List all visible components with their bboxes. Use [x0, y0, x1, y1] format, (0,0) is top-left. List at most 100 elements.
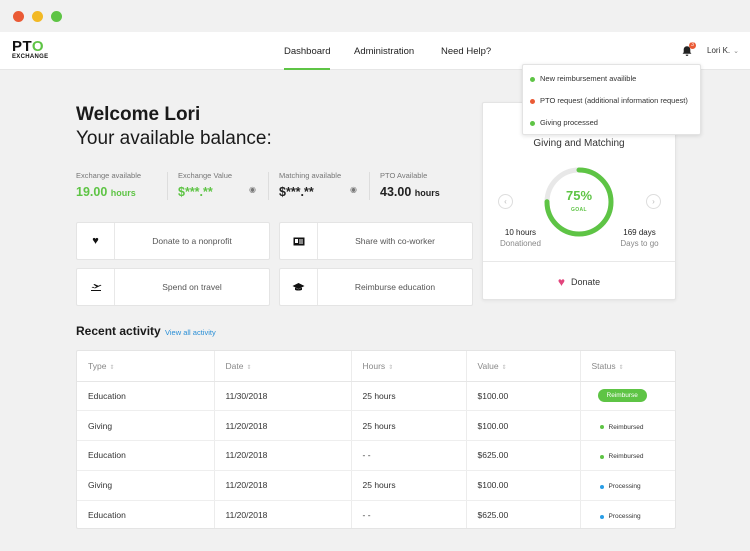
- reimburse-button[interactable]: Reimburse: [597, 389, 647, 403]
- notification-item[interactable]: New reimbursement availible: [530, 74, 636, 83]
- table-row[interactable]: Education 11/30/2018 25 hours $100.00 Re…: [77, 381, 675, 412]
- view-all-activity-link[interactable]: View all activity: [165, 328, 216, 337]
- table-row[interactable]: Education 11/20/2018 - - $625.00 Reimbur…: [77, 440, 675, 471]
- cell-hours: 25 hours: [351, 410, 467, 442]
- chevron-left-icon[interactable]: ‹: [498, 194, 513, 209]
- column-header-date[interactable]: Date ⇕: [214, 351, 352, 382]
- stat-label: Exchange Value: [178, 171, 233, 180]
- table-row[interactable]: Education 11/20/2018 - - $625.00 Process…: [77, 500, 675, 528]
- graduation-cap-icon: [280, 269, 318, 305]
- notification-item[interactable]: PTO request (additional information requ…: [530, 96, 688, 105]
- cell-hours: - -: [351, 500, 467, 528]
- giving-matching-card: Giving and Matching ‹ › 75% GOAL 10 hour…: [482, 102, 676, 300]
- stat-matching-available: Matching available $***.**: [279, 171, 341, 199]
- hours-donated-label: Donationed: [500, 239, 541, 248]
- cell-value: $100.00: [466, 381, 581, 412]
- status-dot: [599, 454, 604, 459]
- stat-label: Matching available: [279, 171, 342, 180]
- heart-icon: ♥: [77, 223, 115, 259]
- minimize-window-button[interactable]: [32, 11, 43, 22]
- goal-progress-ring: 75% GOAL: [543, 166, 615, 243]
- heart-icon: ♥: [557, 274, 566, 289]
- status-badge: Processing: [599, 513, 641, 520]
- hours-donated-value: 10 hours: [504, 228, 537, 237]
- stat-value: 19.00 hours: [76, 185, 136, 199]
- nav-administration[interactable]: Administration: [354, 46, 415, 57]
- donate-nonprofit-button[interactable]: ♥ Donate to a nonprofit: [76, 222, 270, 260]
- id-card-icon: [280, 223, 318, 259]
- status-badge: Reimbursed: [599, 424, 644, 431]
- days-to-go-stat: 169 days Days to go: [617, 228, 662, 248]
- stat-label: PTO Available: [380, 171, 428, 180]
- cell-status: Reimburse: [580, 381, 675, 412]
- recent-activity-heading: Recent activity: [76, 324, 161, 338]
- action-label: Spend on travel: [162, 282, 222, 292]
- activity-table: Type ⇕ Date ⇕ Hours ⇕ Value ⇕ Status ⇕ Educat…: [76, 350, 676, 529]
- logo-main: PTO: [12, 38, 45, 55]
- status-dot: [599, 424, 604, 429]
- status-badge: Reimbursed: [599, 453, 644, 460]
- status-dot: [530, 76, 535, 82]
- airplane-icon: [77, 269, 115, 305]
- column-header-value[interactable]: Value ⇕: [466, 351, 581, 382]
- column-header-status[interactable]: Status ⇕: [580, 351, 675, 382]
- cell-hours: 25 hours: [351, 470, 467, 501]
- cell-hours: 25 hours: [351, 381, 467, 412]
- hours-donated-stat: 10 hours Donationed: [498, 228, 543, 248]
- close-window-button[interactable]: [13, 11, 24, 22]
- cell-date: 11/20/2018: [214, 440, 352, 471]
- table-row[interactable]: Giving 11/20/2018 25 hours $100.00 Reimb…: [77, 410, 675, 442]
- action-label: Share with co-worker: [355, 236, 435, 246]
- status-dot: [530, 120, 535, 126]
- logo-sub: EXCHANGE: [12, 54, 49, 60]
- chevron-right-icon[interactable]: ›: [646, 194, 661, 209]
- cell-date: 11/20/2018: [214, 410, 352, 442]
- chevron-down-icon: ⌄: [733, 48, 739, 55]
- goal-percent: 75%: [565, 188, 593, 203]
- notification-badge: 3: [689, 42, 696, 49]
- share-coworker-button[interactable]: Share with co-worker: [279, 222, 473, 260]
- stat-pto-available: PTO Available 43.00 hours: [380, 171, 440, 199]
- cell-status: Processing: [580, 500, 675, 528]
- column-header-type[interactable]: Type ⇕: [77, 351, 215, 382]
- notification-item[interactable]: Giving processed: [530, 118, 598, 127]
- reimburse-education-button[interactable]: Reimburse education: [279, 268, 473, 306]
- cell-status: Reimbursed: [580, 440, 675, 471]
- table-header-row: Type ⇕ Date ⇕ Hours ⇕ Value ⇕ Status ⇕: [77, 351, 675, 382]
- cell-status: Reimbursed: [580, 410, 675, 442]
- cell-type: Education: [77, 500, 215, 528]
- divider: [268, 172, 269, 200]
- cell-value: $100.00: [466, 410, 581, 442]
- cell-type: Education: [77, 440, 215, 471]
- welcome-heading: Welcome Lori: [76, 104, 201, 125]
- status-badge: Processing: [599, 483, 641, 490]
- stat-value: $***.**: [279, 185, 314, 199]
- status-dot: [599, 514, 604, 519]
- eye-icon[interactable]: ◉: [350, 185, 357, 194]
- table-row[interactable]: Giving 11/20/2018 25 hours $100.00 Proce…: [77, 470, 675, 501]
- column-header-hours[interactable]: Hours ⇕: [351, 351, 467, 382]
- cell-value: $625.00: [466, 440, 581, 471]
- cell-type: Giving: [77, 410, 215, 442]
- stat-label: Exchange available: [76, 171, 142, 180]
- cell-hours: - -: [351, 440, 467, 471]
- cell-date: 11/30/2018: [214, 381, 352, 412]
- cell-status: Processing: [580, 470, 675, 501]
- action-label: Donate to a nonprofit: [152, 236, 232, 246]
- window-titlebar: [0, 0, 750, 32]
- cell-value: $100.00: [466, 470, 581, 501]
- user-name: Lori K.: [707, 46, 731, 55]
- user-menu[interactable]: Lori K. ⌄: [707, 46, 739, 55]
- maximize-window-button[interactable]: [51, 11, 62, 22]
- donate-button[interactable]: ♥ Donate: [483, 261, 675, 301]
- spend-travel-button[interactable]: Spend on travel: [76, 268, 270, 306]
- stat-exchange-available: Exchange available 19.00 hours: [76, 171, 141, 199]
- eye-icon[interactable]: ◉: [249, 185, 256, 194]
- nav-dashboard[interactable]: Dashboard: [284, 46, 331, 70]
- top-nav: PTO EXCHANGE Dashboard Administration Ne…: [0, 32, 750, 70]
- nav-need-help[interactable]: Need Help?: [441, 46, 492, 57]
- pto-exchange-logo[interactable]: PTO EXCHANGE: [12, 38, 49, 60]
- days-to-go-value: 169 days: [623, 228, 656, 237]
- action-label: Reimburse education: [354, 282, 436, 292]
- cell-type: Giving: [77, 470, 215, 501]
